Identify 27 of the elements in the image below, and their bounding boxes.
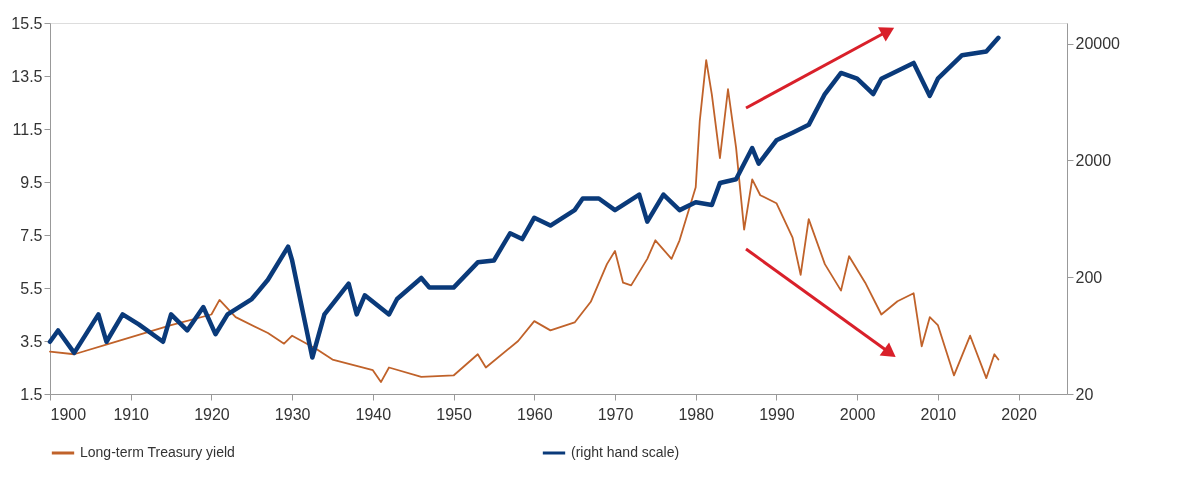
y-tick-label: 7.5 (20, 226, 43, 244)
x-tick-label: 1960 (516, 405, 553, 423)
y-tick-label: 5.5 (20, 279, 43, 297)
x-tick-label: 1950 (436, 405, 472, 423)
x-tick-label: 1940 (355, 405, 392, 423)
y-tick-label: 9.5 (20, 173, 43, 191)
x-tick-label: 2020 (1001, 405, 1037, 423)
y2-tick-label: 200 (1075, 268, 1103, 286)
x-tick-label: 1920 (194, 405, 230, 423)
x-tick-label: 2000 (839, 405, 876, 423)
y2-tick-label: 20000 (1075, 35, 1121, 53)
y-tick-label: 3.5 (20, 332, 43, 350)
y-tick-label: 13.5 (11, 67, 43, 85)
y-tick-label: 11.5 (12, 120, 43, 138)
y2-tick-label: 20 (1075, 385, 1094, 403)
x-tick-label: 1910 (113, 405, 150, 423)
y-tick-label: 1.5 (20, 385, 43, 403)
x-tick-label: 1970 (597, 405, 634, 423)
x-tick-label: 1900 (50, 405, 87, 423)
y2-tick-label: 2000 (1075, 151, 1112, 169)
x-tick-label: 1930 (274, 405, 311, 423)
x-tick-label: 1990 (759, 405, 795, 423)
legend-label: (right hand scale) (571, 444, 680, 460)
legend-label: Long-term Treasury yield (80, 444, 235, 460)
x-tick-label: 2010 (920, 405, 957, 423)
y-tick-label: 15.5 (11, 14, 43, 32)
x-tick-label: 1980 (678, 405, 715, 423)
